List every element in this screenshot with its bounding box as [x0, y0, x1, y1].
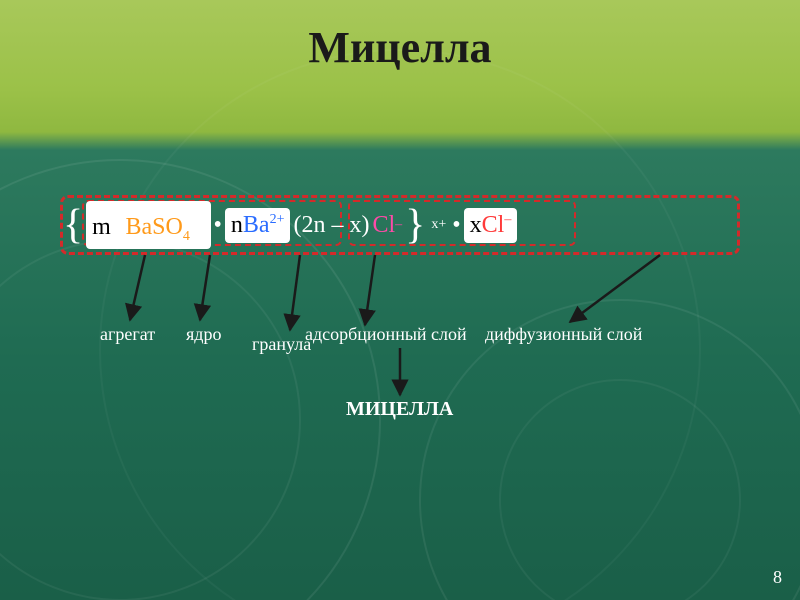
label-granule: гранула — [252, 334, 311, 355]
left-curly: { — [60, 204, 86, 246]
outer-charge: x+ — [428, 217, 449, 233]
slide-title: Мицелла — [0, 22, 800, 73]
label-diffusion: диффузионный слой — [485, 324, 642, 345]
label-core: ядро — [186, 324, 221, 345]
left-square: [ — [111, 205, 126, 241]
anion-charge: – — [395, 217, 402, 233]
diffuse-anion: Cl — [482, 212, 505, 238]
background-circles — [0, 0, 800, 600]
cation-segment: nBa2+ — [225, 208, 291, 243]
paren-expr: (2n – x) — [290, 212, 372, 239]
core-segment: m[BaSO4] — [86, 201, 210, 249]
coef-n: n — [231, 212, 243, 238]
core-compound: BaSO — [126, 214, 183, 240]
arrows-layer — [0, 0, 800, 600]
coef-m: m — [92, 214, 111, 240]
cation: Ba — [243, 212, 270, 238]
cation-charge: 2+ — [270, 212, 285, 227]
label-aggregate: агрегат — [100, 324, 155, 345]
right-curly: } — [402, 204, 428, 246]
diffuse-charge: – — [504, 212, 511, 227]
micelle-formula: { m[BaSO4] • nBa2+ (2n – x)Cl– } x+ • xC… — [60, 198, 740, 252]
dot1: • — [211, 212, 225, 239]
page-number: 8 — [773, 567, 782, 588]
anion: Cl — [372, 212, 395, 239]
diffuse-segment: xCl– — [464, 208, 518, 243]
label-adsorption: адсорбционный слой — [305, 324, 467, 345]
core-sub: 4 — [183, 229, 190, 244]
slide: Мицелла { m[BaSO4] • nBa2+ (2n – x)Cl– }… — [0, 0, 800, 600]
right-square: ] — [190, 205, 205, 241]
coef-x: x — [470, 212, 482, 238]
dot2: • — [449, 212, 463, 239]
label-micelle: МИЦЕЛЛА — [346, 398, 453, 421]
